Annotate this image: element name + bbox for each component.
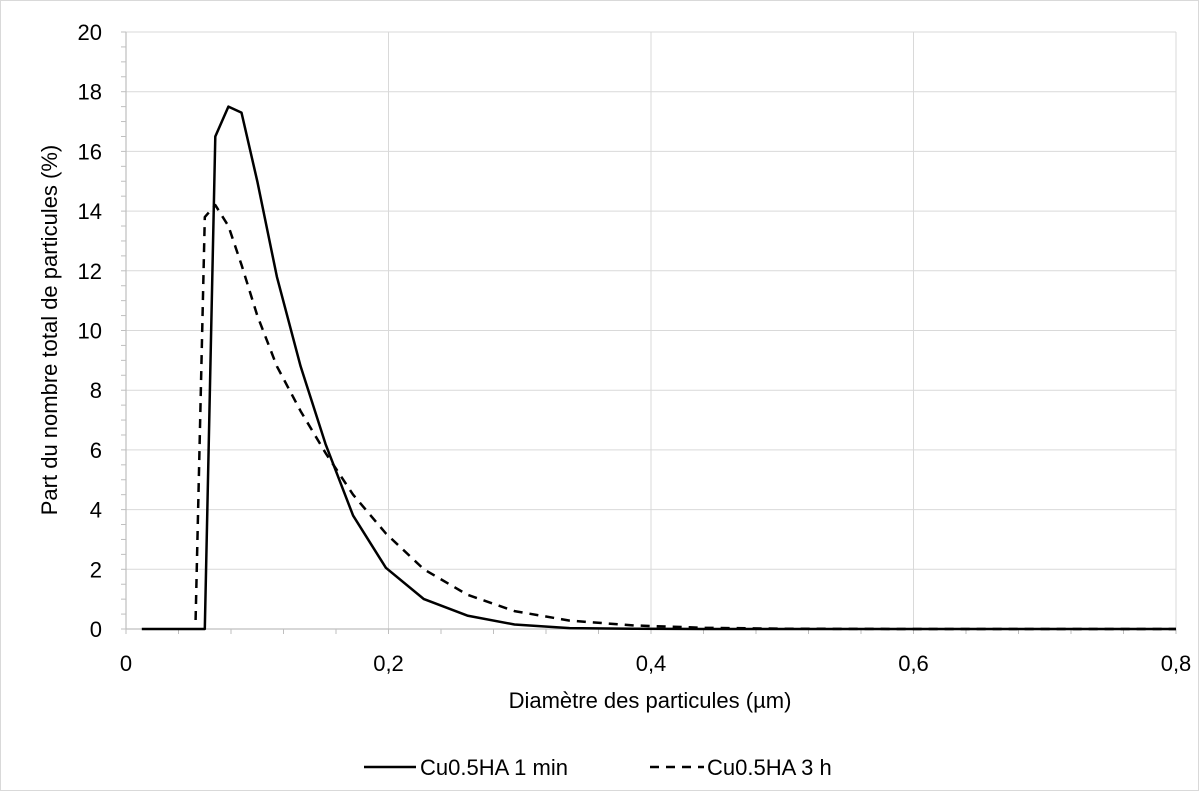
y-tick-label: 16 [78, 139, 102, 164]
y-tick-label: 2 [90, 557, 102, 582]
y-tick-label: 4 [90, 498, 102, 523]
y-tick-label: 18 [78, 80, 102, 105]
x-tick-label: 0,4 [636, 651, 667, 676]
x-tick-label: 0 [120, 651, 132, 676]
y-tick-label: 20 [78, 20, 102, 45]
y-tick-label: 14 [78, 199, 102, 224]
x-tick-label: 0,8 [1161, 651, 1192, 676]
y-tick-label: 10 [78, 319, 102, 344]
legend-label-1min: Cu0.5HA 1 min [420, 755, 568, 780]
legend: Cu0.5HA 1 min Cu0.5HA 3 h [364, 755, 832, 780]
y-tick-label: 0 [90, 617, 102, 642]
x-tick-label: 0,2 [373, 651, 404, 676]
y-tick-label: 6 [90, 438, 102, 463]
gridlines [126, 31, 1177, 629]
legend-label-3h: Cu0.5HA 3 h [707, 755, 832, 780]
y-axis-title: Part du nombre total de particules (%) [37, 145, 62, 516]
x-axis-title: Diamètre des particules (µm) [509, 688, 792, 713]
x-tick-label: 0,6 [898, 651, 929, 676]
y-tick-label: 8 [90, 378, 102, 403]
series-line-3h [194, 203, 1176, 631]
tick-labels: 0 2 4 6 8 10 12 14 16 18 20 0 0,2 0,4 0,6 0,8 [78, 20, 1192, 676]
y-tick-label: 12 [78, 259, 102, 284]
series-lines [141, 105, 1176, 631]
